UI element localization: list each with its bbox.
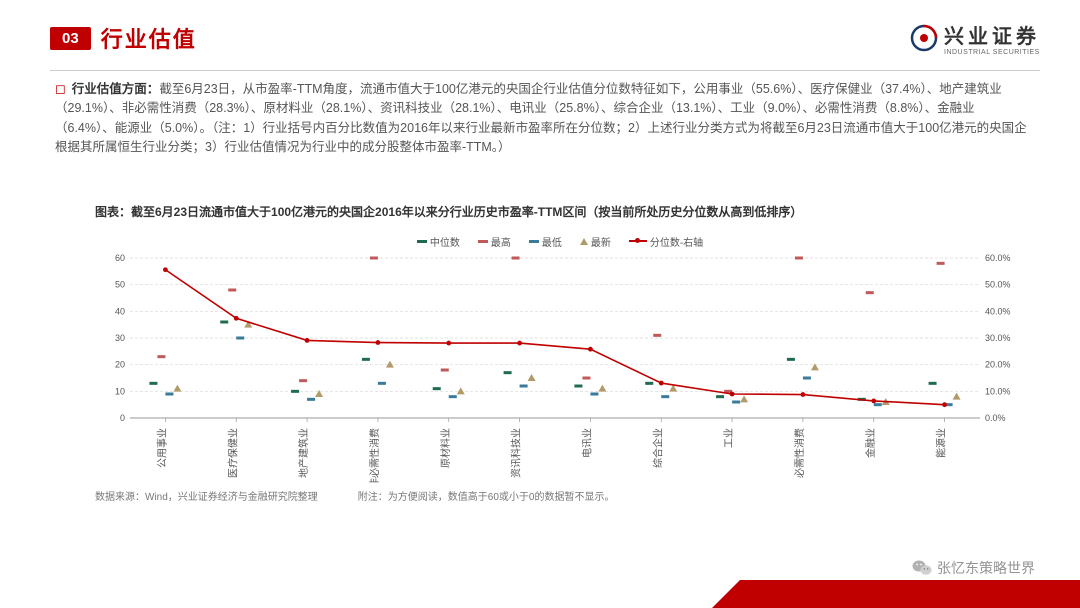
svg-text:20.0%: 20.0% (985, 359, 1011, 369)
legend-pct: 分位数-右轴 (629, 234, 703, 249)
svg-text:0: 0 (120, 413, 125, 423)
svg-text:医疗保健业: 医疗保健业 (226, 428, 239, 478)
legend-median: 中位数 (417, 234, 460, 249)
svg-text:地产建筑业: 地产建筑业 (297, 428, 310, 478)
legend-low: 最低 (529, 234, 562, 249)
svg-text:必需性消费: 必需性消费 (793, 428, 806, 478)
header: 03 行业估值 兴业证券 INDUSTRIAL SECURITIES (0, 0, 1080, 66)
legend-high: 最高 (478, 234, 511, 249)
svg-text:公用事业: 公用事业 (155, 428, 168, 468)
watermark-text: 张忆东策略世界 (937, 558, 1035, 578)
svg-text:50: 50 (115, 279, 125, 289)
wechat-icon (912, 559, 932, 577)
svg-text:20: 20 (115, 359, 125, 369)
section-badge: 03 (50, 27, 91, 50)
chart-canvas: 0 10 20 30 40 50 60 0.0% 10.0% 20.0% 30.0% 40.0% 50.… (95, 253, 1025, 483)
source-text: 数据来源：Wind，兴业证券经济与金融研究院整理 (95, 488, 318, 503)
svg-text:30.0%: 30.0% (985, 333, 1011, 343)
svg-text:60.0%: 60.0% (985, 253, 1011, 263)
chart-legend: 中位数 最高 最低 最新 分位数-右轴 (95, 234, 1025, 249)
svg-text:10: 10 (115, 386, 125, 396)
svg-text:40: 40 (115, 306, 125, 316)
svg-text:综合企业: 综合企业 (651, 428, 664, 468)
body-text: ◻ 行业估值方面：截至6月23日，从市盈率-TTM角度，流通市值大于100亿港元的… (0, 79, 1080, 158)
svg-text:40.0%: 40.0% (985, 306, 1011, 316)
svg-text:电讯业: 电讯业 (580, 427, 593, 457)
svg-text:能源业: 能源业 (935, 428, 948, 458)
svg-text:工业: 工业 (723, 428, 735, 448)
chart-title: 图表：截至6月23日流通市值大于100亿港元的央国企2016年以来分行业历史市盈… (95, 203, 1025, 220)
svg-text:30: 30 (115, 333, 125, 343)
source-note: 附注：为方便阅读，数值高于60或小于0的数据暂不显示。 (358, 488, 615, 503)
svg-text:非必需性消费: 非必需性消费 (368, 428, 381, 483)
svg-text:50.0%: 50.0% (985, 279, 1011, 289)
body-lead: 行业估值方面： (72, 82, 160, 96)
chart-section: 图表：截至6月23日流通市值大于100亿港元的央国企2016年以来分行业历史市盈… (95, 203, 1025, 503)
svg-text:资讯科技业: 资讯科技业 (510, 428, 523, 478)
divider (50, 70, 1040, 71)
section-title: 行业估值 (101, 22, 197, 54)
source-line: 数据来源：Wind，兴业证券经济与金融研究院整理 附注：为方便阅读，数值高于60… (95, 488, 1025, 503)
logo-text-en: INDUSTRIAL SECURITIES (944, 49, 1040, 56)
wechat-watermark: 张忆东策略世界 (912, 558, 1035, 578)
legend-latest: 最新 (580, 234, 611, 249)
svg-text:60: 60 (115, 253, 125, 263)
svg-text:10.0%: 10.0% (985, 386, 1011, 396)
logo-icon (910, 24, 938, 52)
logo-text-cn: 兴业证券 (944, 20, 1040, 49)
company-logo: 兴业证券 INDUSTRIAL SECURITIES (910, 20, 1040, 56)
svg-text:金融业: 金融业 (864, 428, 877, 458)
svg-text:原材料业: 原材料业 (439, 428, 452, 468)
footer-stripe (740, 580, 1080, 608)
svg-text:0.0%: 0.0% (985, 413, 1006, 423)
bullet-icon: ◻ (55, 79, 66, 99)
body-content: 截至6月23日，从市盈率-TTM角度，流通市值大于100亿港元的央国企行业估值分… (55, 82, 1027, 154)
